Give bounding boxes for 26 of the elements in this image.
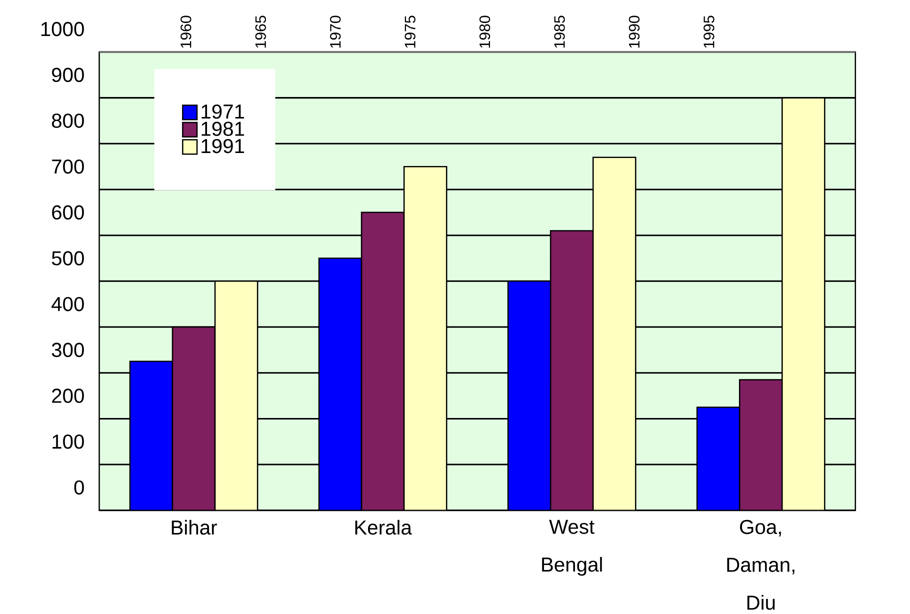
y-tick-label: 300 <box>52 342 84 358</box>
x2-tick-label: 1995 <box>704 16 714 48</box>
x2-tick-label: 1980 <box>479 16 490 48</box>
y-tick-label: 900 <box>52 68 84 82</box>
x-tick-label: Kerala <box>355 520 412 535</box>
x2-tick-label: 1970 <box>330 16 341 48</box>
x2-tick-label: 1965 <box>255 16 266 48</box>
y-tick-label: 200 <box>52 388 84 403</box>
y-tick-label: 1000 <box>41 22 84 36</box>
x2-tick-label: 1985 <box>554 16 565 48</box>
x-tick-label: Bihar <box>172 520 217 535</box>
y-tick-label: 700 <box>52 159 84 174</box>
legend-label: 1981 <box>202 122 244 136</box>
legend-label: 1971 <box>202 104 244 119</box>
x2-tick-label: 1975 <box>404 16 416 48</box>
y-tick-label: 400 <box>52 296 84 312</box>
x2-tick-label: 1960 <box>180 16 192 48</box>
legend-label: 1991 <box>202 138 244 154</box>
y-tick-label: 500 <box>52 251 84 266</box>
y-tick-label: 0 <box>74 480 84 495</box>
y-tick-label: 100 <box>52 434 84 449</box>
y-tick-label: 800 <box>52 114 84 128</box>
y-tick-label: 600 <box>52 205 84 220</box>
x-tick-label: Goa, Daman, Diu <box>727 520 794 610</box>
x-tick-label: West Bengal <box>542 520 602 576</box>
x2-tick-label: 1990 <box>628 16 640 48</box>
